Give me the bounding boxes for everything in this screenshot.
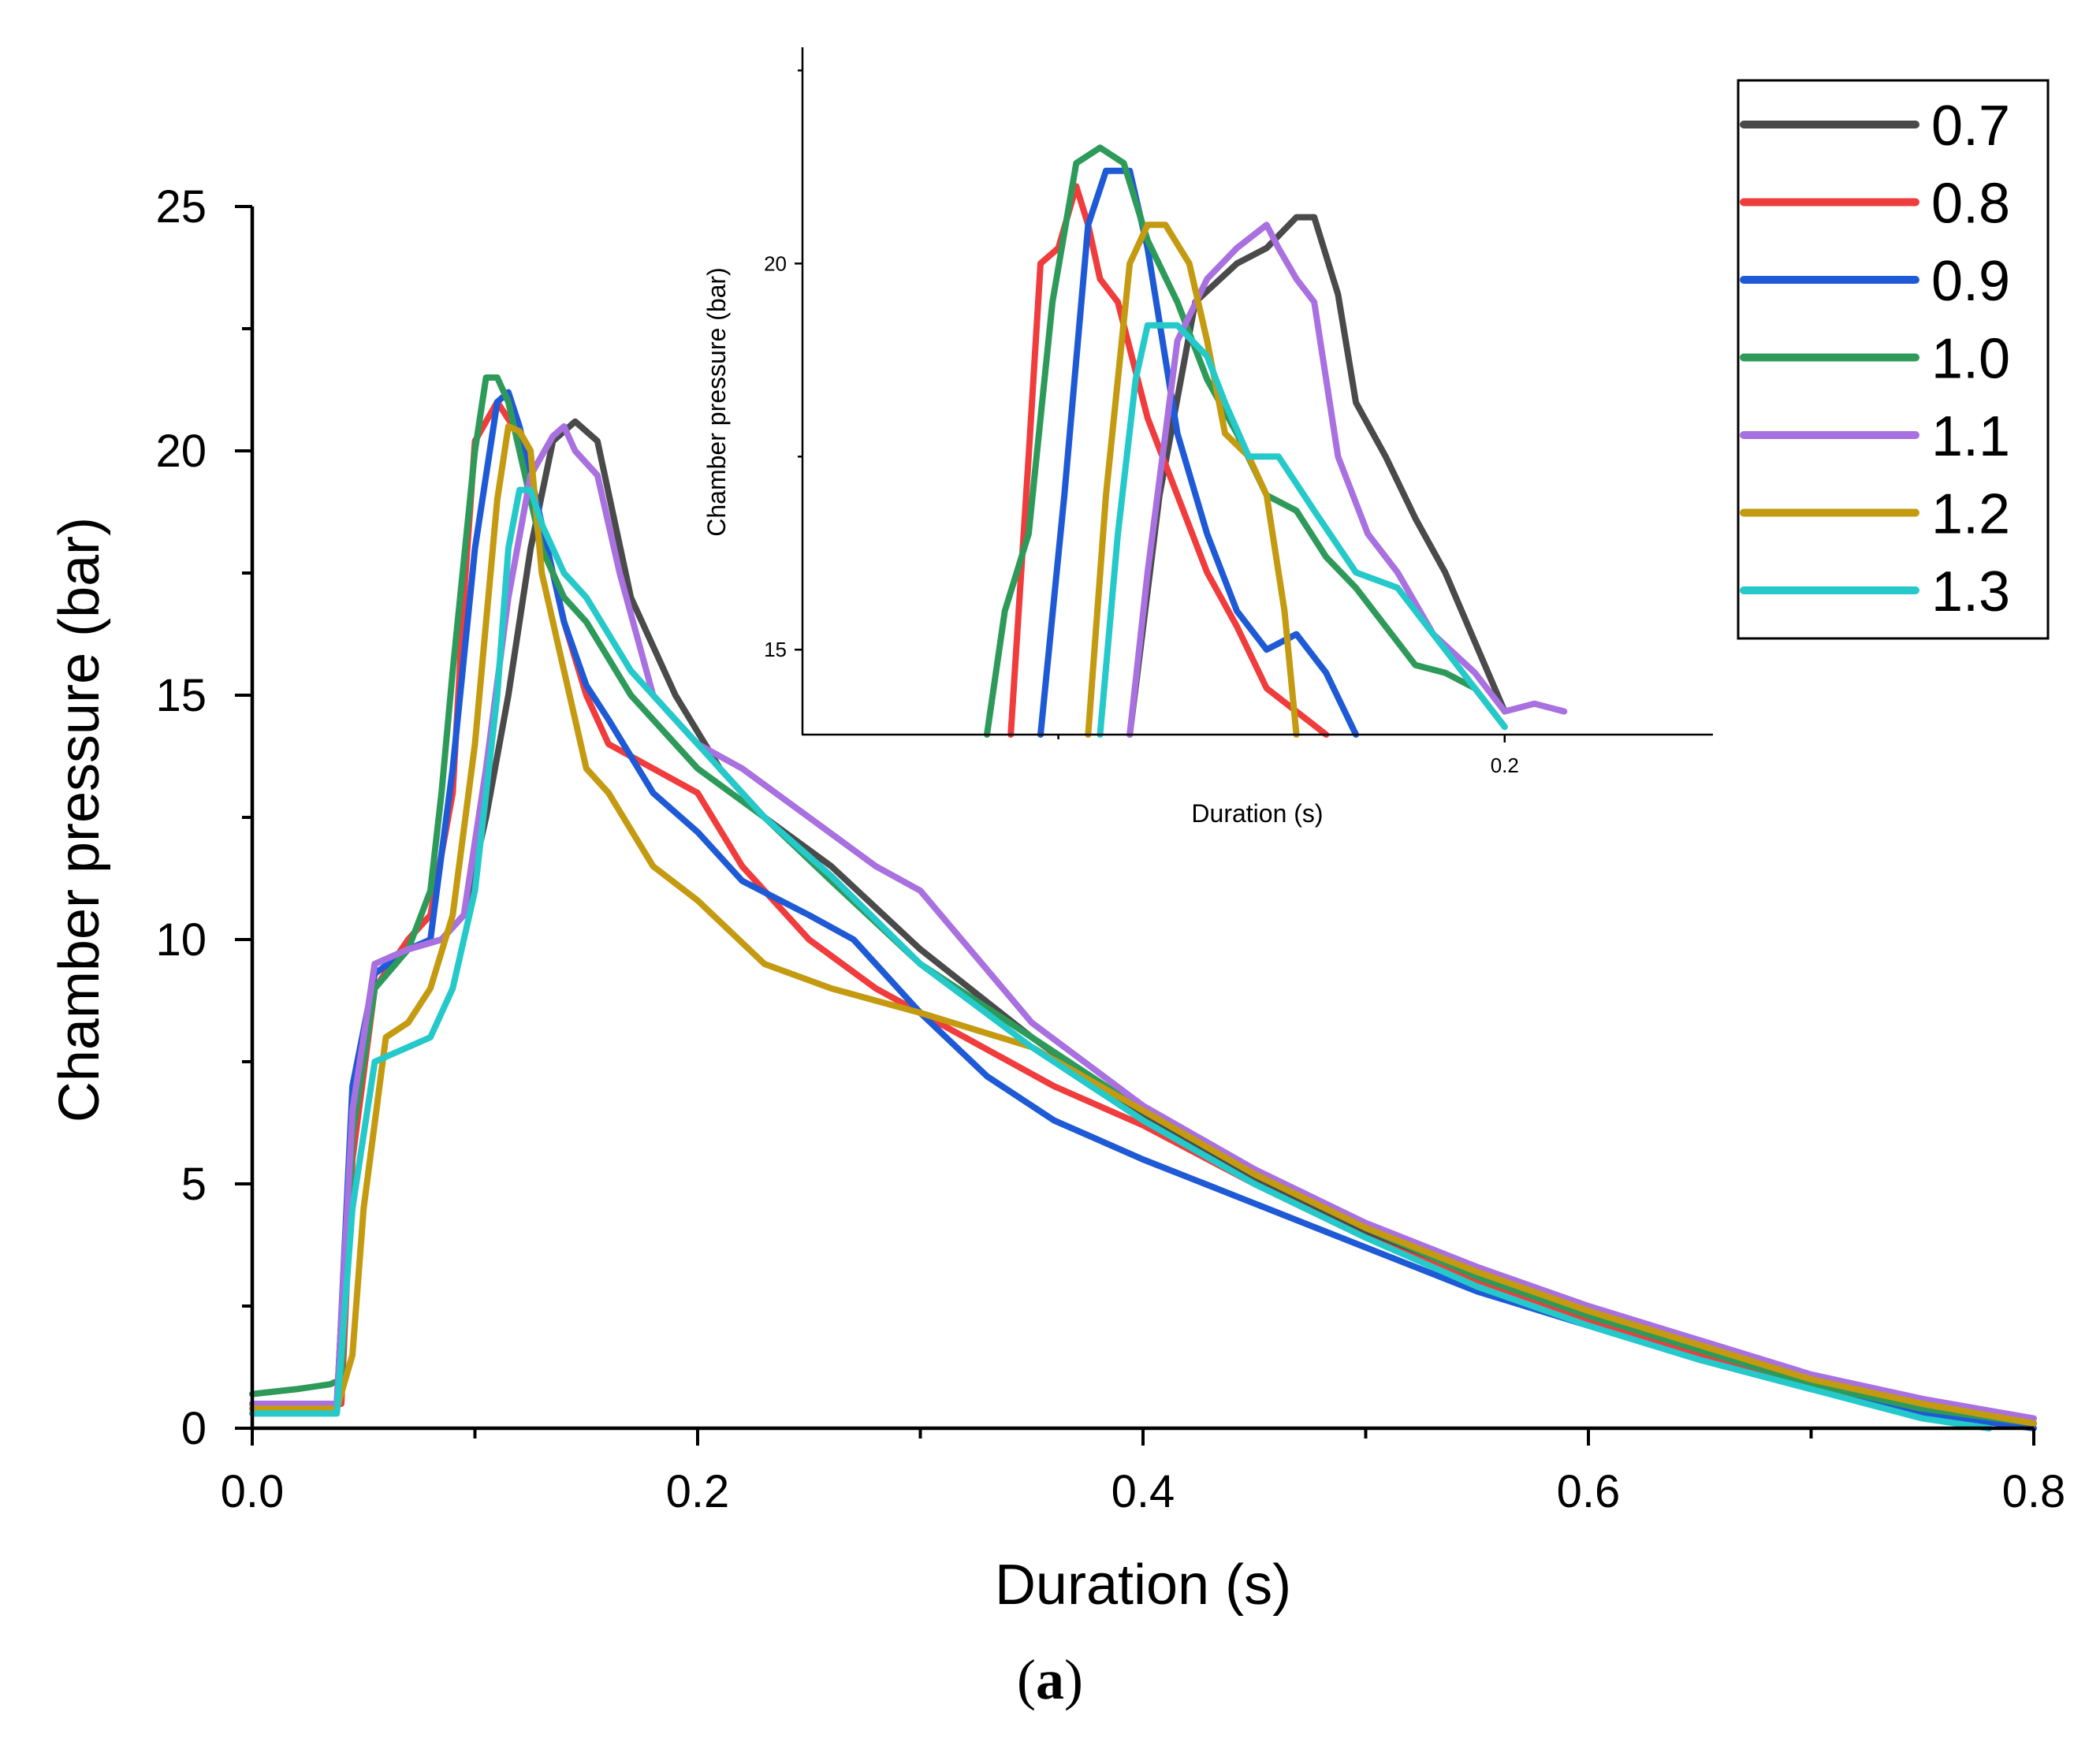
main-y-tick-label: 0: [181, 1403, 207, 1454]
series-line-1-2: [249, 423, 2037, 1427]
legend-label: 1.1: [1931, 405, 2010, 468]
inset-series-line-0-9: [1037, 167, 1360, 738]
main-chart: 0.0 0.2 0.4 0.6 0.8 0 5 10 15 20 25 Duration (s) C…: [48, 181, 2065, 1617]
main-x-tick-label: 0.6: [1557, 1466, 1621, 1517]
main-y-tick-label: 20: [155, 426, 207, 477]
legend-label: 1.0: [1931, 328, 2010, 391]
main-x-axis-title: Duration (s): [995, 1554, 1291, 1617]
main-series-group: [249, 374, 2037, 1431]
legend-label: 0.9: [1931, 250, 2010, 313]
inset-series-line-0-8: [1007, 183, 1330, 738]
inset-y-tick-label: 20: [764, 251, 787, 275]
main-x-tick-label: 0.4: [1111, 1466, 1175, 1517]
legend-label: 1.2: [1931, 483, 2010, 546]
series-line-1-3: [249, 486, 1993, 1431]
inset-series-group: [984, 144, 1568, 738]
main-x-tick-label: 0.8: [2002, 1466, 2066, 1517]
legend-label: 1.3: [1931, 560, 2010, 623]
main-y-axis-title: Chamber pressure (bar): [48, 517, 111, 1122]
caption-letter: a: [1036, 1648, 1064, 1711]
inset-x-axis-title: Duration (s): [1191, 799, 1323, 828]
legend-label: 0.8: [1931, 173, 2010, 236]
inset-background: [802, 47, 1713, 733]
main-ticks: 0.0 0.2 0.4 0.6 0.8 0 5 10 15 20 25: [155, 181, 2065, 1517]
inset-y-axis-title: Chamber pressure (bar): [702, 267, 731, 536]
main-y-tick-label: 5: [181, 1159, 207, 1210]
inset-y-tick-label: 15: [764, 638, 787, 661]
legend-entries: 0.7 0.8 0.9 1.0 1.1 1.2 1.3: [1740, 95, 2010, 623]
legend-label: 0.7: [1931, 95, 2010, 158]
figure-caption: (a): [1017, 1648, 1083, 1711]
legend: 0.7 0.8 0.9 1.0 1.1 1.2 1.3: [1737, 79, 2050, 640]
inset-chart: 0.2 15 20 Duration (s) Chamber pressure (b…: [702, 47, 1713, 828]
inset-ticks: 0.2 15 20: [764, 69, 1519, 777]
main-x-tick-label: 0.2: [666, 1466, 730, 1517]
main-y-tick-label: 15: [155, 670, 207, 721]
caption-close-paren: ): [1064, 1648, 1083, 1711]
inset-series-line-1-2: [1085, 221, 1300, 738]
caption-open-paren: (: [1017, 1648, 1036, 1711]
inset-x-tick-label: 0.2: [1491, 754, 1519, 777]
main-x-tick-label: 0.0: [221, 1466, 285, 1517]
inset-series-line-1-3: [1097, 322, 1508, 738]
series-line-1-1: [249, 423, 2037, 1422]
main-y-tick-label: 10: [155, 914, 207, 966]
main-y-tick-label: 25: [155, 181, 207, 233]
